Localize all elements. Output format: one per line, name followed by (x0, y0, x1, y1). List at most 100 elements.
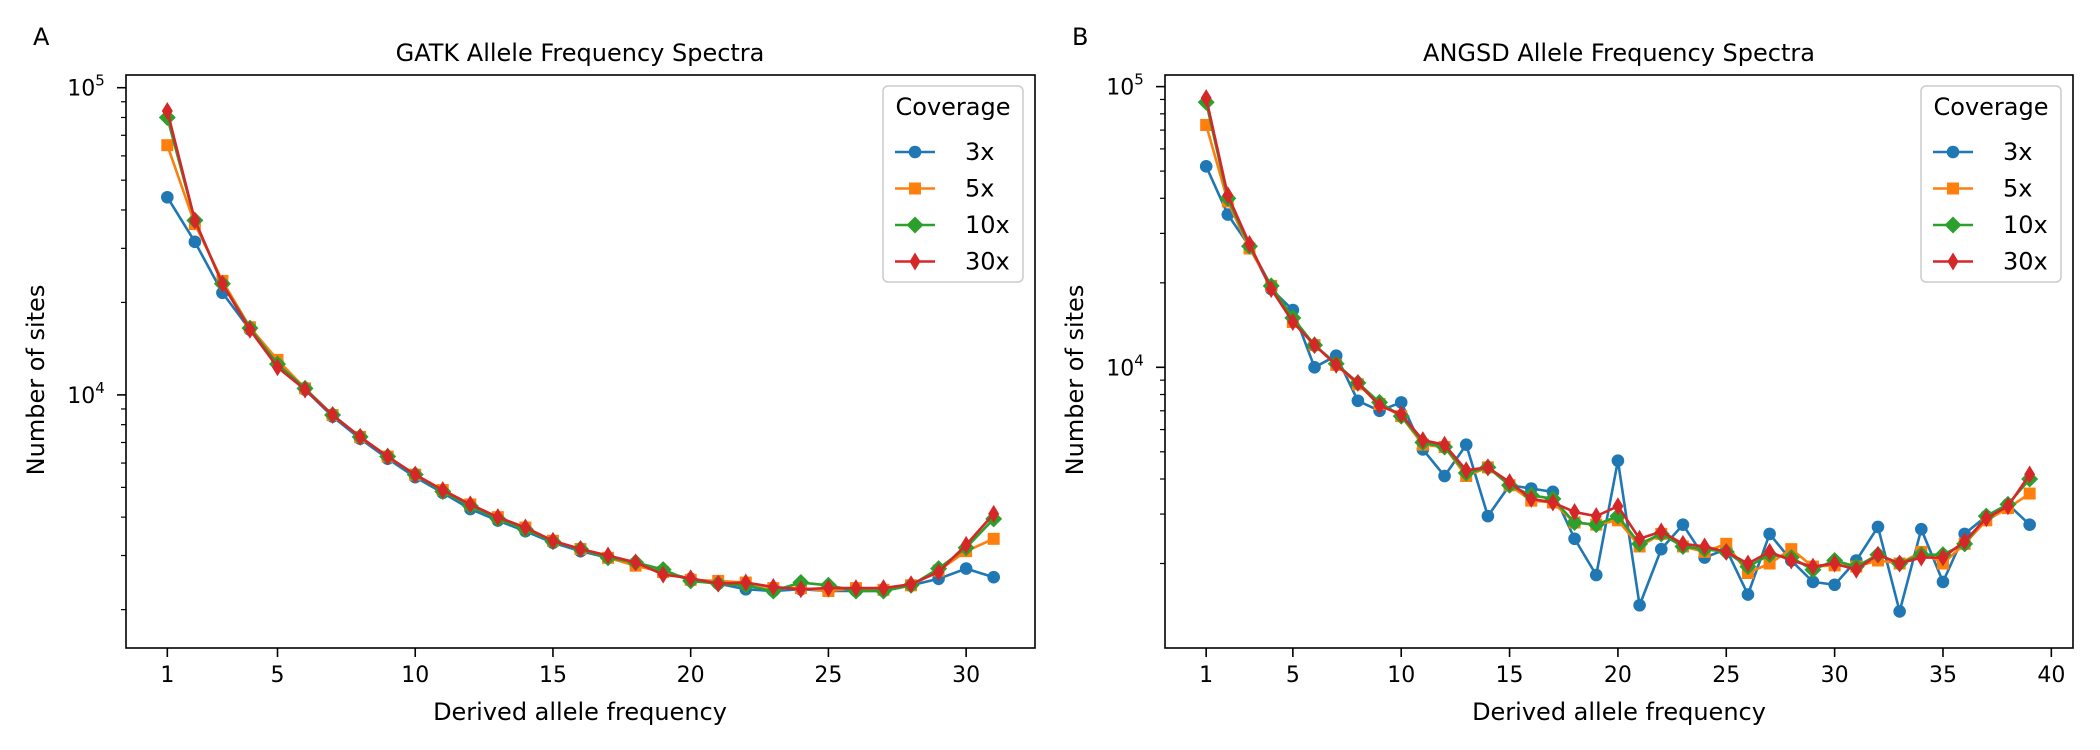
x-tick-label: 25 (1712, 663, 1740, 688)
data-point (1222, 186, 1234, 205)
legend-label: 30x (965, 248, 1010, 276)
legend-item-3x: 3x (895, 138, 994, 166)
data-point (1850, 560, 1862, 579)
series-line-5x (166, 144, 995, 593)
data-point (575, 540, 586, 559)
data-point (1569, 503, 1581, 522)
data-point (1308, 361, 1321, 374)
data-point (1937, 548, 1949, 567)
data-point (1438, 469, 1451, 483)
data-point (1417, 431, 1429, 450)
data-point (2023, 487, 2036, 500)
data-point (933, 563, 945, 582)
data-point (1763, 557, 1776, 570)
data-point (1374, 396, 1386, 415)
x-tick-label: 15 (539, 663, 567, 688)
data-point (519, 518, 531, 537)
data-point (1612, 497, 1624, 516)
data-point (1894, 554, 1906, 573)
data-point (1351, 394, 1365, 408)
data-point (1893, 605, 1906, 618)
data-point (1785, 551, 1797, 570)
data-point (850, 579, 862, 598)
data-point (905, 575, 917, 594)
data-point (2002, 497, 2014, 516)
data-point (188, 235, 202, 249)
y-axis-label-b: Number of sites (1061, 285, 1089, 476)
data-point (822, 579, 834, 598)
data-point (1221, 208, 1235, 221)
legend-item-30x: 30x (895, 248, 1010, 276)
series-group (158, 101, 1003, 600)
legend-label: 5x (965, 175, 994, 203)
series-line-30x (166, 110, 995, 591)
y-tick-label: 105 (1106, 71, 1144, 101)
chart-title-b: ANGSD Allele Frequency Spectra (1423, 39, 1815, 67)
data-point (244, 320, 256, 339)
x-tick-label: 10 (401, 663, 429, 688)
data-point (1654, 542, 1668, 556)
data-point (437, 481, 449, 500)
data-point (1611, 454, 1625, 467)
data-point (1915, 522, 1928, 536)
y-axis: 104 105 (1106, 71, 1165, 565)
legend-marker (1947, 252, 1959, 271)
data-point (2023, 518, 2036, 531)
x-tick-label: 40 (2037, 663, 2065, 688)
data-point (299, 380, 311, 399)
data-point (1959, 532, 1971, 551)
y-tick-label: 104 (1106, 351, 1144, 381)
series-3x (1199, 160, 2036, 618)
data-point (382, 447, 394, 466)
legend-item-10x: 10x (895, 211, 1010, 239)
data-point (795, 580, 807, 599)
x-tick-label: 10 (1387, 663, 1415, 688)
plot-frame (125, 74, 1036, 649)
data-point (1936, 575, 1950, 589)
y-tick-label: 105 (67, 72, 105, 102)
legend-item-10x: 10x (1933, 211, 2048, 239)
data-point (161, 101, 173, 120)
data-point (1872, 545, 1884, 564)
data-point (685, 569, 697, 588)
legend-item-5x: 5x (895, 175, 994, 203)
data-point (327, 406, 339, 425)
legend-item-30x: 30x (1933, 248, 2048, 276)
y-axis: 104 105 (67, 72, 126, 611)
panel-letter-a: A (33, 23, 50, 51)
data-point (987, 570, 1000, 584)
panel-b: B ANGSD Allele Frequency Spectra 1 5 10 15 2… (1061, 23, 2074, 726)
legend: Coverage 3x 5x 10x 30x (882, 85, 1024, 283)
data-point (1394, 396, 1408, 409)
legend-label: 3x (2003, 138, 2032, 166)
data-point (1200, 118, 1213, 131)
data-point (767, 577, 779, 596)
data-point (1828, 578, 1841, 592)
data-point (657, 565, 669, 584)
data-point (354, 427, 366, 446)
legend-label: 30x (2003, 248, 2048, 276)
data-point (1200, 89, 1212, 108)
y-tick-label: 104 (67, 379, 105, 409)
data-point (1742, 554, 1754, 573)
x-tick-label: 5 (1286, 663, 1300, 688)
legend-label: 10x (2003, 211, 2048, 239)
data-point (1741, 588, 1755, 601)
data-point (161, 139, 174, 152)
x-tick-label: 5 (271, 663, 285, 688)
plot-frame (1164, 74, 2074, 649)
series-line-3x (1204, 165, 2031, 613)
data-point (216, 274, 228, 293)
data-point (272, 358, 283, 377)
data-point (1589, 568, 1603, 582)
data-point (1244, 234, 1256, 253)
data-point (1309, 336, 1321, 355)
data-point (1720, 542, 1732, 561)
data-point (1525, 489, 1537, 508)
legend-item-3x: 3x (1933, 138, 2032, 166)
data-point (1806, 575, 1820, 589)
data-point (959, 562, 973, 575)
panel-letter-b: B (1072, 23, 1088, 51)
x-tick-label: 1 (1199, 663, 1213, 688)
